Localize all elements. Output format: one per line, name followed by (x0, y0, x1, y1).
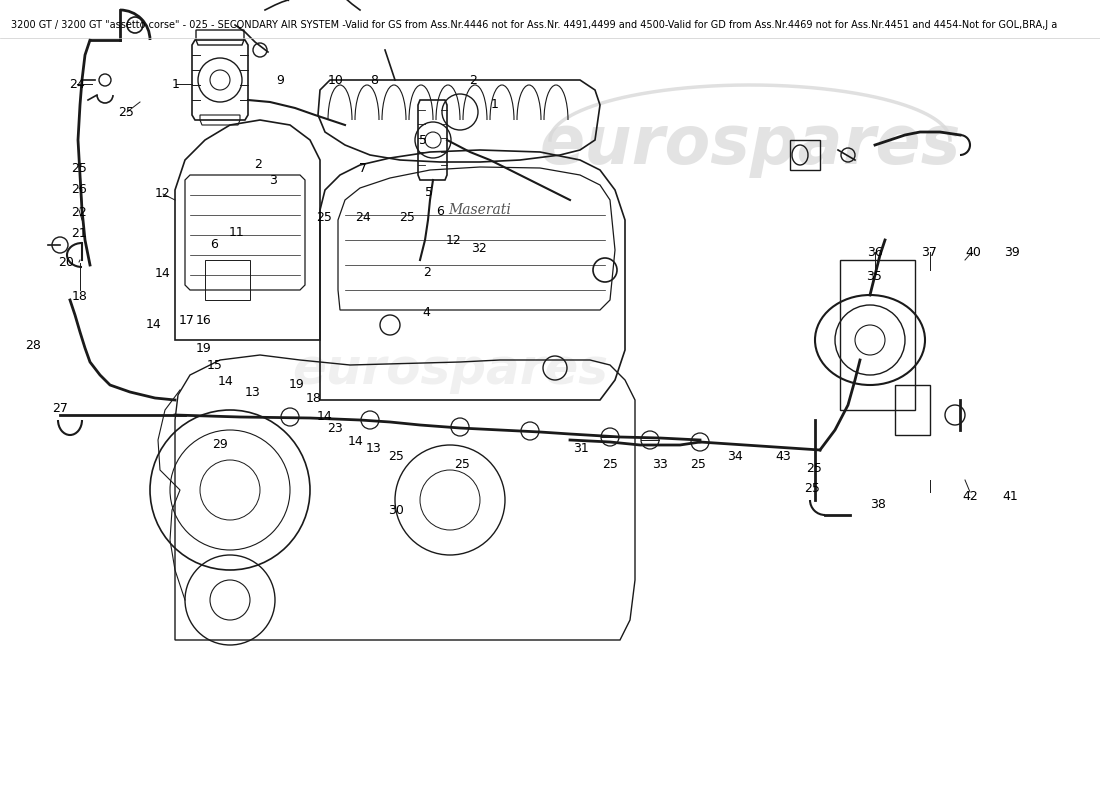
Text: 39: 39 (1004, 246, 1020, 258)
Text: 25: 25 (806, 462, 822, 474)
Text: 7: 7 (359, 162, 367, 174)
Text: 14: 14 (317, 410, 332, 422)
Text: 24: 24 (355, 211, 371, 224)
Text: 1: 1 (491, 98, 499, 110)
Text: 34: 34 (727, 450, 742, 462)
Text: 15: 15 (207, 359, 222, 372)
Text: 37: 37 (922, 246, 937, 258)
Text: 16: 16 (196, 314, 211, 326)
Text: 36: 36 (867, 246, 882, 258)
Text: 31: 31 (573, 442, 588, 454)
Text: 1: 1 (172, 78, 180, 90)
Text: 24: 24 (69, 78, 85, 90)
Text: 19: 19 (196, 342, 211, 354)
Text: 5: 5 (425, 186, 433, 198)
Text: 25: 25 (454, 458, 470, 470)
Text: 6: 6 (210, 238, 219, 250)
Text: 20: 20 (58, 256, 74, 269)
Text: 32: 32 (471, 242, 486, 254)
Text: 3200 GT / 3200 GT "assetto corse" - 025 - SECONDARY AIR SYSTEM -Valid for GS fro: 3200 GT / 3200 GT "assetto corse" - 025 … (11, 20, 1057, 30)
Text: 27: 27 (53, 402, 68, 414)
Text: 35: 35 (867, 270, 882, 282)
Text: 41: 41 (1002, 490, 1018, 502)
Text: 23: 23 (328, 422, 343, 434)
Text: 25: 25 (119, 106, 134, 118)
Text: 18: 18 (72, 290, 87, 302)
Text: 25: 25 (388, 450, 404, 462)
Text: 2: 2 (469, 74, 477, 86)
Text: 18: 18 (306, 392, 321, 405)
Text: 14: 14 (146, 318, 162, 330)
Text: 28: 28 (25, 339, 41, 352)
Text: 5: 5 (419, 134, 428, 146)
Text: 12: 12 (446, 234, 461, 246)
Text: 6: 6 (436, 205, 444, 218)
Text: Maserati: Maserati (449, 203, 512, 217)
Text: eurospares: eurospares (539, 112, 960, 178)
Text: 29: 29 (212, 438, 228, 450)
Text: 8: 8 (370, 74, 378, 86)
Text: 25: 25 (72, 162, 87, 174)
Text: 14: 14 (348, 435, 363, 448)
Text: 13: 13 (366, 442, 382, 454)
Text: 43: 43 (776, 450, 791, 462)
Text: 25: 25 (317, 211, 332, 224)
Text: 13: 13 (245, 386, 261, 398)
Text: 19: 19 (289, 378, 305, 390)
Text: 25: 25 (399, 211, 415, 224)
Text: 33: 33 (652, 458, 668, 470)
Text: 10: 10 (328, 74, 343, 86)
Text: 25: 25 (804, 482, 820, 494)
Text: 2: 2 (422, 266, 431, 278)
Text: 4: 4 (422, 306, 431, 318)
Text: 38: 38 (870, 498, 886, 510)
Text: 2: 2 (254, 158, 263, 170)
Text: 17: 17 (179, 314, 195, 326)
Text: 9: 9 (276, 74, 285, 86)
Text: 26: 26 (72, 183, 87, 196)
Text: 11: 11 (229, 226, 244, 238)
Text: 14: 14 (155, 267, 170, 280)
Text: 3: 3 (268, 174, 277, 186)
Text: eurospares: eurospares (292, 346, 608, 394)
Text: 12: 12 (155, 187, 170, 200)
Text: 21: 21 (72, 227, 87, 240)
Text: 25: 25 (603, 458, 618, 470)
Text: 42: 42 (962, 490, 978, 502)
Text: 30: 30 (388, 504, 404, 517)
Text: 40: 40 (966, 246, 981, 258)
Text: 25: 25 (691, 458, 706, 470)
Text: 22: 22 (72, 206, 87, 218)
Text: 14: 14 (218, 375, 233, 388)
